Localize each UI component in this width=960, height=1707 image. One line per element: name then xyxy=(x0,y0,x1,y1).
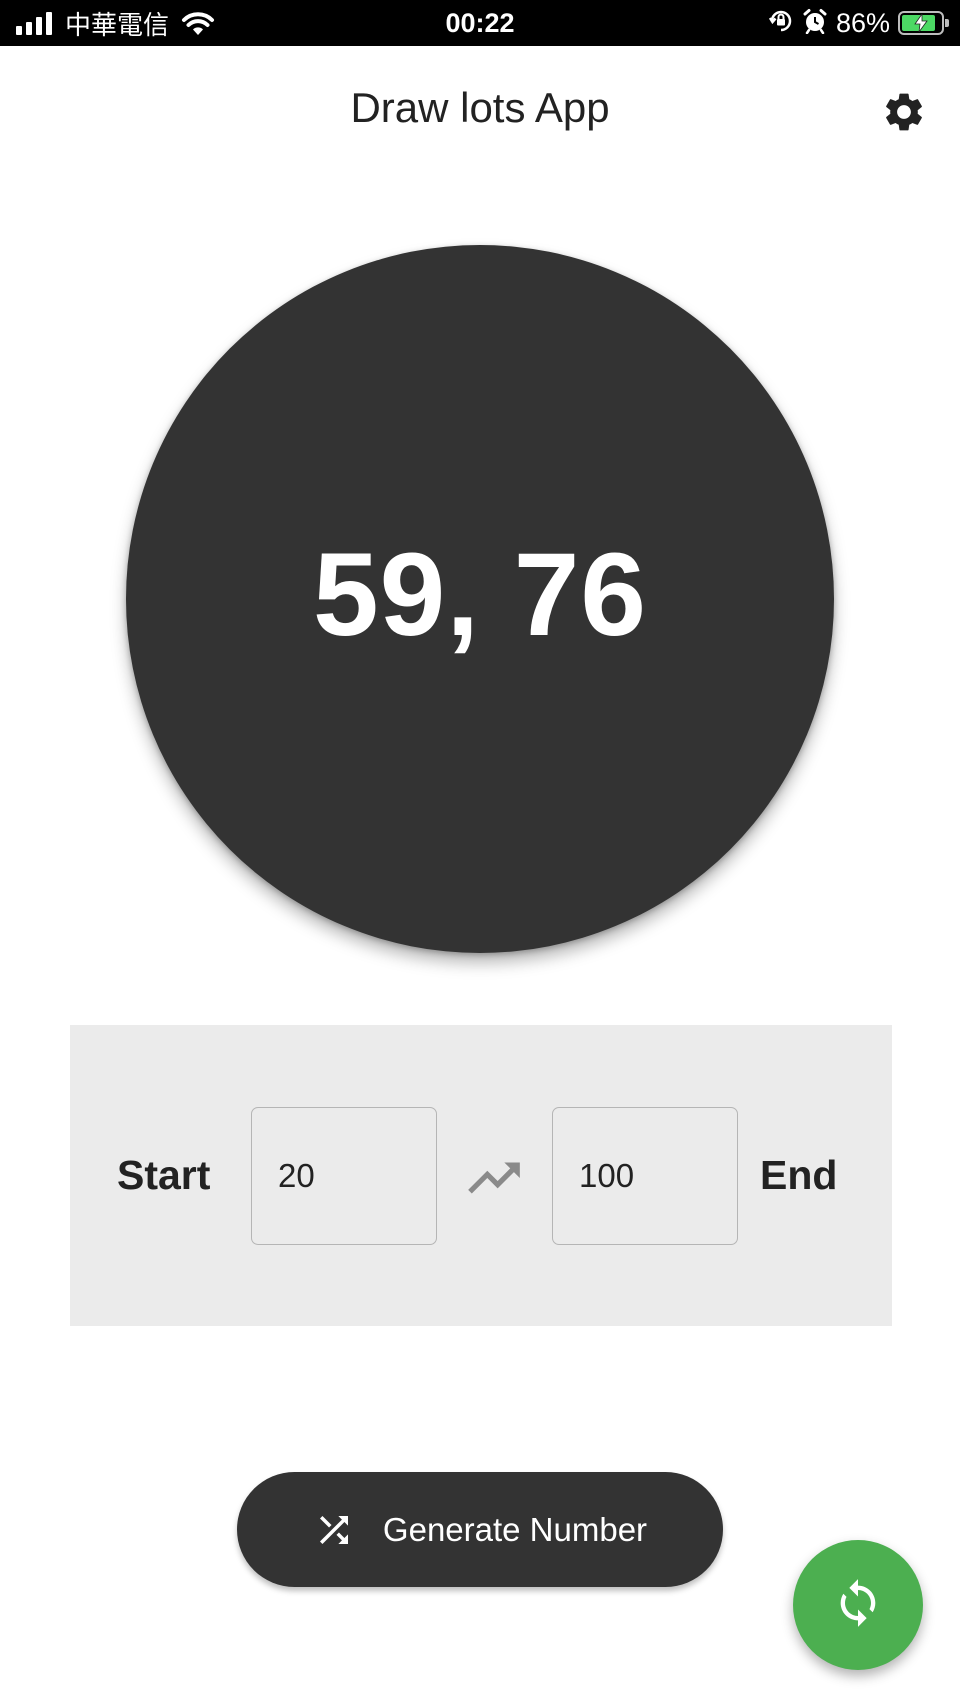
end-label: End xyxy=(760,1152,838,1198)
carrier-name: 中華電信 xyxy=(65,10,170,41)
end-value: 100 xyxy=(579,1157,635,1194)
generate-label: Generate Number xyxy=(382,1510,648,1548)
status-bar: 中華電信 00:22 xyxy=(0,0,960,46)
battery-charging-icon xyxy=(898,11,949,35)
status-left: 中華電信 xyxy=(16,0,215,46)
shuffle-icon xyxy=(313,1509,355,1551)
wifi-icon xyxy=(181,10,215,36)
start-label: Start xyxy=(117,1152,211,1198)
generate-number-button[interactable]: Generate Number xyxy=(237,1472,723,1587)
end-input[interactable]: 100 xyxy=(552,1107,738,1245)
status-right: 86% xyxy=(768,0,949,46)
start-input[interactable]: 20 xyxy=(251,1107,437,1245)
signal-icon xyxy=(16,11,52,35)
result-numbers: 59, 76 xyxy=(312,529,648,661)
page-title: Draw lots App xyxy=(350,84,610,131)
reset-fab-button[interactable] xyxy=(793,1540,923,1670)
alarm-icon xyxy=(802,8,828,39)
start-value: 20 xyxy=(278,1157,315,1194)
settings-button[interactable] xyxy=(876,86,932,142)
battery-percent: 86% xyxy=(835,7,890,38)
orientation-lock-icon xyxy=(768,8,794,39)
trending-up-icon xyxy=(463,1147,525,1209)
refresh-icon xyxy=(832,1577,884,1634)
range-panel: Start 20 100 End xyxy=(70,1025,892,1326)
result-display: 59, 76 xyxy=(126,245,834,953)
gear-icon xyxy=(881,89,927,140)
